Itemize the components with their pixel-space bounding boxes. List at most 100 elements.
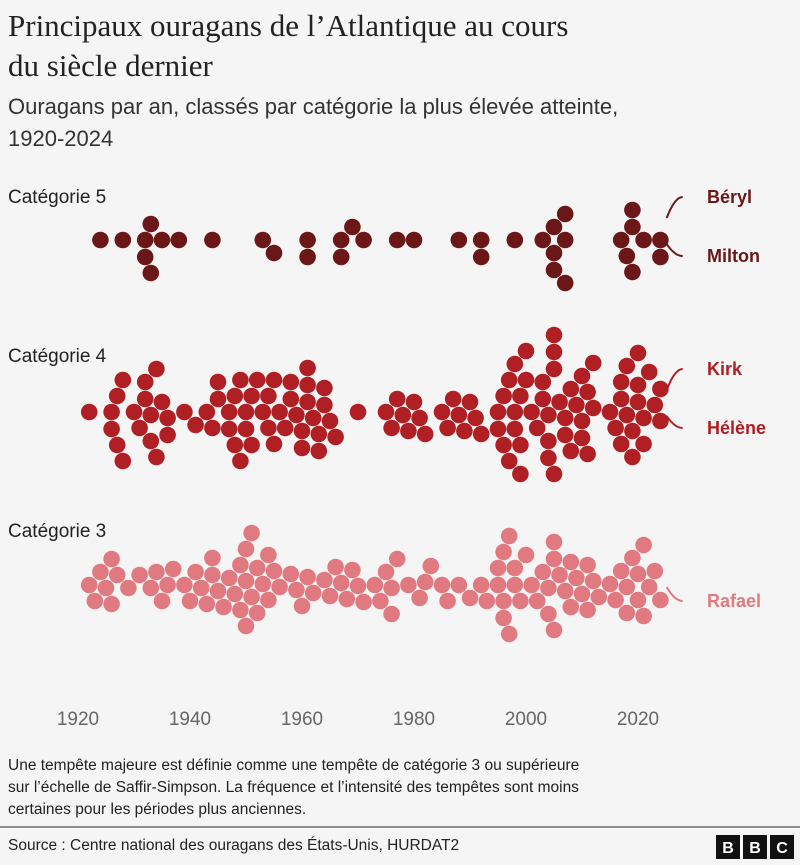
hurricane-dot	[209, 373, 227, 391]
annotation-line	[665, 586, 683, 602]
annotation-line	[665, 415, 683, 429]
hurricane-dot	[299, 568, 316, 586]
hurricane-dot	[86, 592, 104, 610]
x-tick-label: 1980	[393, 709, 435, 730]
hurricane-dot	[265, 371, 283, 389]
annotation-line	[665, 196, 683, 219]
hurricane-dot	[461, 589, 479, 607]
hurricane-dot	[232, 371, 249, 389]
x-tick-label: 2000	[505, 709, 547, 730]
hurricane-dot	[545, 218, 563, 236]
x-tick-label: 1920	[57, 709, 99, 730]
hurricane-dot	[495, 543, 512, 561]
hurricane-dot	[534, 373, 552, 391]
annotation: Rafael	[707, 591, 761, 611]
hurricane-dot	[282, 390, 300, 408]
hurricane-dot	[153, 592, 171, 610]
hurricane-dot	[310, 425, 328, 443]
hurricane-dot	[92, 563, 109, 581]
hurricane-dot	[148, 563, 165, 581]
hurricane-dot	[472, 231, 490, 249]
hurricane-dot	[176, 403, 193, 421]
hurricane-dot	[332, 248, 350, 266]
hurricane-dot	[299, 393, 316, 411]
hurricane-dot	[629, 344, 647, 362]
hurricane-dot	[624, 263, 641, 281]
hurricane-dot	[579, 383, 596, 401]
hurricane-dot	[254, 403, 272, 421]
annotation: Kirk	[707, 359, 743, 379]
hurricane-dot	[164, 560, 182, 578]
hurricane-dot	[500, 371, 518, 389]
logo-box	[716, 835, 740, 859]
hurricane-dot	[568, 396, 585, 414]
hurricane-dot	[562, 553, 580, 571]
hurricane-dot	[332, 574, 350, 592]
hurricane-dot	[640, 578, 658, 596]
series-label: Catégorie 3	[8, 521, 106, 542]
hurricane-dot	[506, 576, 524, 594]
hurricane-dot	[545, 360, 563, 378]
hurricane-dot	[349, 403, 367, 421]
hurricane-dot	[416, 573, 434, 591]
hurricane-dot	[400, 576, 417, 594]
hurricane-dot	[495, 592, 512, 610]
hurricane-dot	[136, 373, 154, 391]
hurricane-dot	[142, 406, 160, 424]
hurricane-dot	[556, 205, 574, 223]
hurricane-dot	[299, 359, 316, 377]
hurricane-dot	[103, 595, 120, 613]
hurricane-dot	[232, 452, 249, 470]
hurricane-dot	[556, 426, 574, 444]
hurricane-dot	[489, 403, 507, 421]
logo-letter: B	[749, 840, 761, 857]
hurricane-dot	[237, 617, 255, 635]
hurricane-dot	[618, 247, 636, 265]
hurricane-dot	[332, 231, 350, 249]
hurricane-dot	[153, 231, 171, 249]
chart-subtitle: 1920-2024	[8, 126, 113, 151]
hurricane-dot	[377, 563, 395, 581]
hurricane-dot	[243, 588, 260, 606]
hurricane-dot	[579, 601, 596, 619]
hurricane-dot	[142, 432, 160, 450]
hurricane-dot	[248, 604, 266, 622]
hurricane-dot	[372, 592, 389, 610]
hurricane-dot	[153, 393, 171, 411]
hurricane-dot	[237, 572, 255, 590]
logo-letter: B	[722, 840, 734, 857]
hurricane-dot	[148, 448, 165, 466]
hurricane-dot	[450, 231, 468, 249]
hurricane-dot	[652, 412, 669, 430]
hurricane-dot	[545, 326, 563, 344]
hurricane-dot	[640, 363, 658, 381]
hurricane-dot	[517, 371, 535, 389]
hurricane-dot	[237, 403, 255, 421]
hurricane-dot	[204, 566, 221, 584]
hurricane-dot	[237, 540, 255, 558]
hurricane-dot	[540, 449, 557, 467]
hurricane-dot	[243, 387, 260, 405]
hurricane-dot	[456, 422, 473, 440]
hurricane-dot	[646, 562, 664, 580]
hurricane-dot	[293, 439, 311, 457]
hurricane-dot	[579, 556, 596, 574]
hurricane-dot	[612, 562, 630, 580]
hurricane-dot	[176, 576, 193, 594]
hurricane-dot	[562, 380, 580, 398]
hurricane-dot	[215, 598, 232, 616]
hurricane-dot	[148, 360, 165, 378]
hurricane-dot	[545, 621, 563, 639]
hurricane-dot	[607, 419, 624, 437]
hurricane-dot	[523, 576, 540, 594]
hurricane-dot	[316, 571, 333, 589]
hurricane-dot	[489, 420, 507, 438]
hurricane-dot	[506, 355, 524, 373]
hurricane-dot	[618, 406, 636, 424]
hurricane-dot	[80, 403, 98, 421]
hurricane-dot	[439, 419, 456, 437]
hurricane-dot	[271, 578, 288, 596]
hurricane-dot	[652, 231, 669, 249]
hurricane-dot	[629, 393, 647, 411]
